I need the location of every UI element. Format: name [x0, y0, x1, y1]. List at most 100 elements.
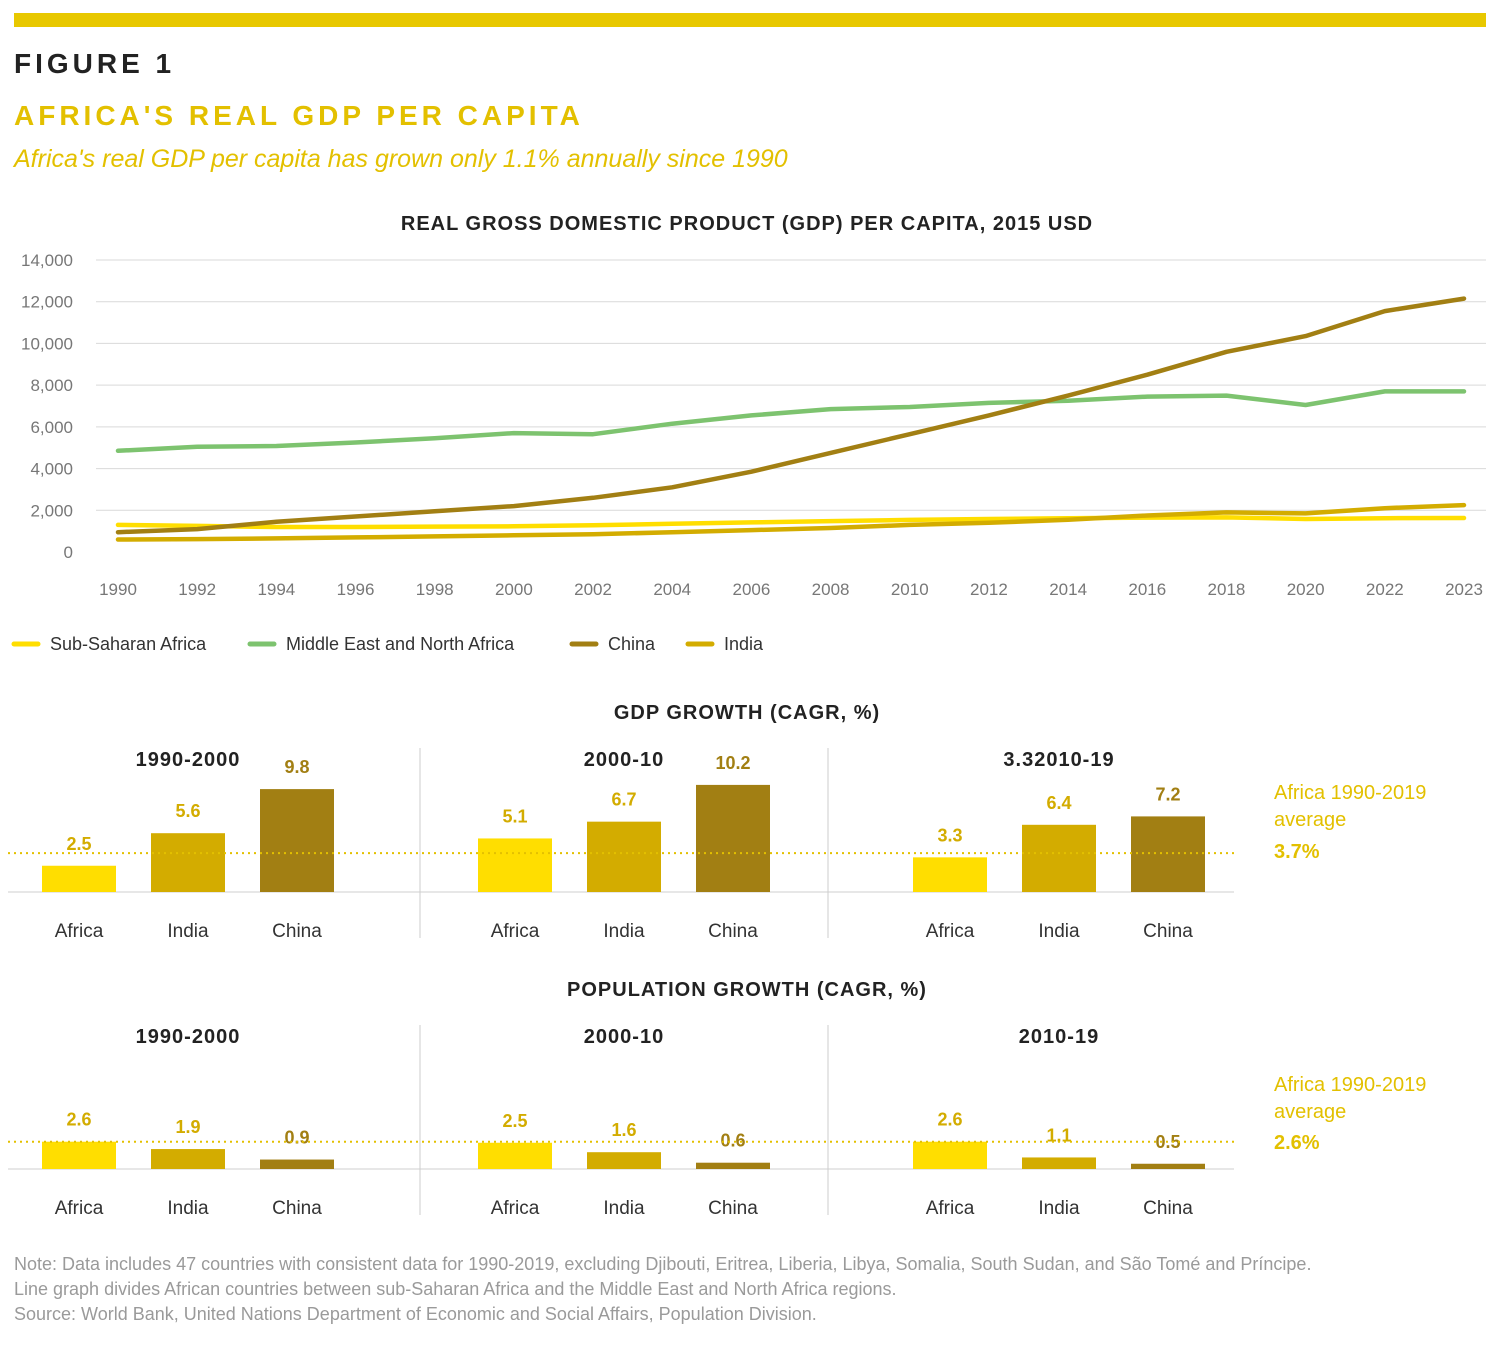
x-tick-label: 2000	[495, 580, 533, 599]
average-label: average	[1274, 809, 1346, 831]
category-label: Africa	[926, 1198, 975, 1219]
bar-value-label: 2.5	[502, 1111, 527, 1131]
y-tick-label: 2,000	[30, 501, 73, 520]
x-tick-label: 1998	[416, 580, 454, 599]
bar	[587, 821, 661, 892]
category-label: China	[1143, 921, 1193, 942]
x-tick-label: 2004	[653, 580, 691, 599]
x-tick-label: 2014	[1049, 580, 1087, 599]
category-label: Africa	[491, 1198, 540, 1219]
x-tick-label: 2023	[1445, 580, 1483, 599]
population-growth-bar-charts: 1990-2000 2.6 Africa 1.9 India 0.9 China 2000-1…	[8, 1025, 1426, 1219]
panel-period-label: 2010-19	[1019, 1026, 1099, 1048]
category-label: India	[1038, 921, 1080, 942]
category-label: India	[603, 1198, 645, 1219]
y-tick-label: 0	[64, 543, 73, 562]
figure-label: FIGURE 1	[14, 48, 176, 79]
category-label: China	[272, 921, 322, 942]
legend-label: China	[608, 634, 656, 654]
average-label: average	[1274, 1101, 1346, 1123]
y-tick-label: 10,000	[21, 334, 73, 353]
bar-value-label: 1.9	[175, 1117, 200, 1137]
category-label: Africa	[55, 1198, 104, 1219]
x-tick-label: 1996	[337, 580, 375, 599]
bar-value-label: 7.2	[1155, 784, 1180, 804]
series-line	[115, 515, 1467, 530]
panel-period-label: 1990-2000	[136, 1026, 241, 1048]
x-tick-label: 2018	[1208, 580, 1246, 599]
bar	[1022, 1157, 1096, 1169]
y-tick-label: 12,000	[21, 293, 73, 312]
category-label: India	[603, 921, 645, 942]
x-tick-label: 2010	[891, 580, 929, 599]
category-label: India	[167, 1198, 209, 1219]
x-tick-label: 2008	[812, 580, 850, 599]
category-label: Africa	[491, 921, 540, 942]
bar-value-label: 0.6	[720, 1131, 745, 1151]
x-tick-label: 1990	[99, 580, 137, 599]
bar	[151, 833, 225, 892]
bar	[478, 838, 552, 892]
series-line	[115, 389, 1467, 454]
x-tick-label: 2002	[574, 580, 612, 599]
x-tick-label: 2020	[1287, 580, 1325, 599]
gdp-growth-title: GDP GROWTH (CAGR, %)	[613, 702, 881, 724]
x-tick-label: 2012	[970, 580, 1008, 599]
legend-label: Sub-Saharan Africa	[50, 634, 207, 654]
category-label: China	[1143, 1198, 1193, 1219]
bar	[696, 1162, 770, 1169]
category-label: China	[708, 921, 758, 942]
average-label: Africa 1990-2019	[1274, 1074, 1426, 1096]
bar-value-label: 2.6	[66, 1110, 91, 1130]
bar-value-label: 5.1	[502, 806, 527, 826]
bar	[1131, 816, 1205, 892]
bar	[260, 1159, 334, 1169]
y-tick-label: 6,000	[30, 418, 73, 437]
category-label: Africa	[926, 921, 975, 942]
bar-value-label: 2.5	[66, 834, 91, 854]
bar-value-label: 5.6	[175, 801, 200, 821]
series-line	[115, 502, 1467, 542]
category-label: India	[167, 921, 209, 942]
y-tick-label: 4,000	[30, 460, 73, 479]
x-tick-label: 2006	[732, 580, 770, 599]
bar-value-label: 9.8	[284, 757, 309, 777]
bar	[1131, 1163, 1205, 1169]
bar	[260, 789, 334, 892]
bar	[151, 1149, 225, 1169]
note-line-1: Note: Data includes 47 countries with co…	[14, 1254, 1312, 1274]
category-label: China	[708, 1198, 758, 1219]
note-line-2: Line graph divides African countries bet…	[14, 1279, 897, 1299]
bar-value-label: 10.2	[715, 753, 750, 773]
category-label: India	[1038, 1198, 1080, 1219]
bar-value-label: 6.4	[1046, 793, 1071, 813]
bar-value-label: 2.6	[937, 1110, 962, 1130]
average-value-label: 3.7%	[1274, 841, 1320, 863]
category-label: Africa	[55, 921, 104, 942]
bar	[913, 1141, 987, 1169]
bar-value-label: 1.1	[1046, 1125, 1071, 1145]
legend-label: India	[724, 634, 764, 654]
panel-period-label: 2000-10	[584, 1026, 664, 1048]
y-tick-label: 14,000	[21, 251, 73, 270]
figure-title: AFRICA'S REAL GDP PER CAPITA	[14, 100, 584, 131]
population-growth-title: POPULATION GROWTH (CAGR, %)	[567, 979, 927, 1001]
panel-period-label: 1990-2000	[136, 749, 241, 771]
x-tick-label: 1994	[257, 580, 295, 599]
bar-value-label: 6.7	[611, 790, 636, 810]
top-accent-bar	[14, 13, 1486, 27]
bar	[42, 1141, 116, 1169]
bar-value-label: 1.6	[611, 1120, 636, 1140]
panel-period-label: 3.32010-19	[1003, 749, 1114, 771]
figure-subtitle: Africa's real GDP per capita has grown o…	[14, 145, 788, 173]
line-chart: 0 2,000 4,000 6,000 8,000 10,000 12,000 14,000 1…	[11, 251, 1486, 654]
gdp-growth-bar-charts: 1990-2000 2.5 Africa 5.6 India 9.8 China 2000-1…	[8, 748, 1426, 942]
panel-period-label: 2000-10	[584, 749, 664, 771]
bar	[913, 857, 987, 892]
bar	[42, 865, 116, 892]
bar	[478, 1142, 552, 1169]
average-value-label: 2.6%	[1274, 1132, 1320, 1154]
bar-value-label: 0.9	[284, 1128, 309, 1148]
source-line: Source: World Bank, United Nations Depar…	[14, 1304, 817, 1324]
y-tick-label: 8,000	[30, 376, 73, 395]
